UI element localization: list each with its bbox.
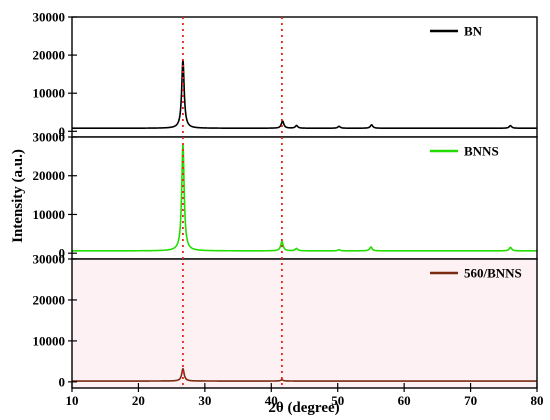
panel-background	[72, 17, 537, 137]
series-line-bn	[71, 59, 538, 130]
y-tick-label: 0	[59, 374, 66, 389]
y-tick-label: 10000	[33, 86, 66, 101]
y-tick-label: 20000	[33, 168, 66, 183]
y-tick-label: 30000	[33, 252, 66, 267]
x-tick-label: 50	[331, 393, 344, 408]
x-tick-label: 10	[66, 393, 79, 408]
legend-label-560-bnns: 560/BNNS	[464, 266, 522, 281]
panel-background	[72, 259, 537, 388]
y-tick-label: 30000	[33, 10, 66, 25]
x-tick-label: 40	[265, 393, 278, 408]
panel-background	[72, 137, 537, 259]
y-tick-label: 0	[59, 124, 66, 139]
y-tick-label: 20000	[33, 292, 66, 307]
y-axis-title: Intensity (a.u.)	[10, 149, 26, 243]
y-tick-label: 10000	[33, 207, 66, 222]
y-tick-label: 20000	[33, 48, 66, 63]
y-tick-label: 30000	[33, 130, 66, 145]
series-line-bnns	[71, 143, 538, 252]
y-tick-label: 0	[59, 246, 66, 261]
x-tick-label: 30	[198, 393, 211, 408]
series-line-560-bnns	[71, 367, 538, 382]
x-tick-label: 70	[464, 393, 477, 408]
legend-label-bn: BN	[464, 24, 483, 39]
x-tick-label: 80	[531, 393, 544, 408]
legend-label-bnns: BNNS	[464, 144, 499, 159]
x-axis-title: 2θ (degree)	[268, 400, 339, 416]
y-tick-label: 10000	[33, 333, 66, 348]
x-tick-label: 20	[132, 393, 145, 408]
panel-frame	[71, 258, 538, 389]
x-tick-label: 60	[398, 393, 411, 408]
